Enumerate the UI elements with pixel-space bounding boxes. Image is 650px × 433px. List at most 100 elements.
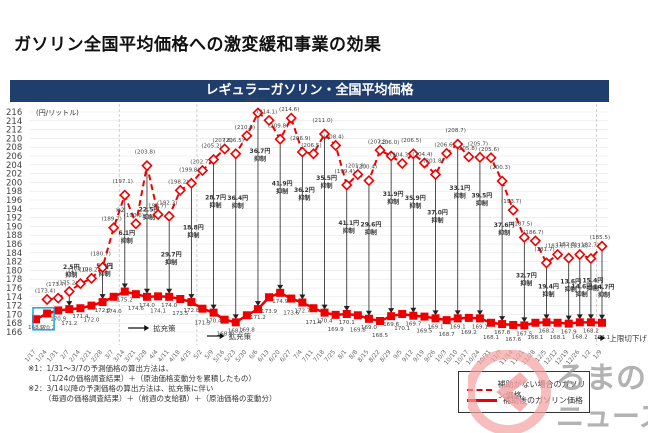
arrow-head-icon xyxy=(99,294,106,300)
y-tick-label: 182 xyxy=(6,258,22,268)
with-subsidy-value-label: 168.2 xyxy=(539,328,555,334)
no-subsidy-value-label: (205.7) xyxy=(468,141,488,147)
no-subsidy-value-label: (197.1) xyxy=(113,179,133,185)
x-tick-label: 3/21 xyxy=(123,349,137,364)
no-subsidy-marker xyxy=(85,272,98,284)
y-tick-label: 166 xyxy=(6,328,22,338)
with-subsidy-value-label: 168.2 xyxy=(583,328,599,334)
note-line-2: （1/24の価格調査結果）＋（原油価格変動分を累積したもの） xyxy=(44,374,256,383)
with-subsidy-marker xyxy=(187,298,196,307)
arrow-head-icon xyxy=(232,314,239,320)
x-tick-label: 3/14 xyxy=(112,349,126,364)
no-subsidy-value-label: (199.4) xyxy=(335,169,355,175)
suppression-amount-label: 37.0円 xyxy=(427,209,448,216)
no-subsidy-marker xyxy=(407,148,419,160)
x-tick-label: 7/18 xyxy=(312,349,326,364)
no-subsidy-value-label: (181.7) xyxy=(534,247,554,253)
no-subsidy-value-label: (206.9) xyxy=(290,136,310,142)
with-subsidy-marker xyxy=(498,320,507,329)
no-subsidy-marker xyxy=(108,222,120,234)
no-subsidy-value-label: (201.8) xyxy=(423,158,443,164)
arrow-head-icon xyxy=(143,288,150,294)
with-subsidy-value-label: 167.5 xyxy=(516,331,532,337)
arrow-head-icon xyxy=(343,305,350,311)
no-subsidy-marker xyxy=(474,151,486,163)
suppression-suffix-label: 抑制 xyxy=(576,290,588,298)
suppression-suffix-label: 抑制 xyxy=(143,214,155,222)
arrow-head-icon xyxy=(365,310,372,316)
with-subsidy-marker xyxy=(475,314,484,323)
no-subsidy-value-label: (190.6) xyxy=(124,213,144,219)
note1-marker: ※1 xyxy=(105,264,114,271)
no-subsidy-value-label: (182.7) xyxy=(579,243,599,249)
suppression-amount-label: 6.1円 xyxy=(118,230,135,237)
suppression-amount-label: 33.1円 xyxy=(449,185,470,192)
y-tick-label: 174 xyxy=(6,293,22,303)
y-tick-label: 176 xyxy=(6,284,22,294)
x-tick-label: 4/18 xyxy=(168,349,182,364)
with-subsidy-marker xyxy=(531,318,540,327)
suppression-amount-label: 35.9円 xyxy=(405,195,426,202)
x-tick-label: 9/5 xyxy=(392,349,404,361)
suppression-suffix-label: 抑制 xyxy=(232,202,244,210)
arrow-head-icon xyxy=(66,301,73,307)
no-subsidy-marker xyxy=(352,168,364,181)
solid-line-swatch xyxy=(467,399,497,402)
x-tick-label: 3/7 xyxy=(104,349,116,361)
with-subsidy-marker xyxy=(253,305,262,314)
x-tick-label: 9/19 xyxy=(412,349,426,364)
no-subsidy-value-label: (201.8) xyxy=(346,163,366,169)
page-title: ガソリン全国平均価格への激変緩和事業の効果 xyxy=(14,35,382,55)
suppression-suffix-label: 抑制 xyxy=(298,194,310,202)
no-subsidy-marker xyxy=(285,112,297,124)
with-subsidy-value-label: 169.7 xyxy=(405,322,421,328)
no-subsidy-marker xyxy=(418,157,431,169)
with-subsidy-marker xyxy=(331,310,340,319)
no-subsidy-value-label: (209.8) xyxy=(268,123,288,129)
arrow-head-icon xyxy=(210,304,217,310)
with-subsidy-value-label: 167.8 xyxy=(494,330,510,336)
no-subsidy-value-label: (173.4) xyxy=(35,288,55,294)
with-subsidy-marker xyxy=(65,305,74,314)
highlight-box xyxy=(32,307,55,331)
expansion-arrow-2-label: 拡充策 xyxy=(229,331,252,341)
x-tick-label: 3/28 xyxy=(134,349,148,364)
with-subsidy-marker xyxy=(265,293,274,302)
with-subsidy-line xyxy=(35,290,603,327)
suppression-amount-label: 29.7円 xyxy=(161,251,182,258)
no-subsidy-value-label: (186.7) xyxy=(523,230,543,236)
no-subsidy-marker xyxy=(485,152,497,164)
arrow-head-icon xyxy=(277,284,284,290)
y-tick-label: 170 xyxy=(6,310,22,320)
arrow-head-icon xyxy=(121,283,128,289)
y-tick-label: 204 xyxy=(6,161,22,171)
no-subsidy-value-label: (207.6) xyxy=(212,138,232,144)
note2-marker: ※2 xyxy=(116,207,125,214)
suppression-suffix-label: 抑制 xyxy=(387,198,399,206)
no-subsidy-marker xyxy=(241,130,253,142)
no-subsidy-marker xyxy=(318,128,331,140)
arrow-head-icon xyxy=(576,314,583,320)
y-tick-label: 184 xyxy=(6,249,22,259)
suppression-amount-label: 28.7円 xyxy=(205,195,226,202)
chart-banner: レギュラーガソリン・全国平均価格 xyxy=(10,80,609,102)
no-subsidy-value-label: (208.7) xyxy=(446,128,466,134)
no-subsidy-value-label: (180.7) xyxy=(90,251,110,257)
suppression-amount-label: 31.9円 xyxy=(383,191,404,198)
suppression-amount-label: 14.6円 xyxy=(571,283,592,290)
note-line-3: ※2：3/14以降の予測価格の算出方法は、拡充策に伴い xyxy=(28,384,214,393)
arrow-head-icon xyxy=(188,294,195,300)
with-subsidy-marker xyxy=(242,311,251,320)
suppression-amount-label: 2.5円 xyxy=(63,264,80,271)
no-subsidy-value-label: (187.5) xyxy=(512,221,532,227)
with-subsidy-marker xyxy=(276,288,285,297)
with-subsidy-marker xyxy=(553,318,562,327)
arrow-head-icon xyxy=(521,317,528,323)
suppression-suffix-label: 抑制 xyxy=(454,192,466,200)
with-subsidy-value-label: 174.1 xyxy=(150,308,166,314)
with-subsidy-marker xyxy=(342,309,351,318)
with-subsidy-marker xyxy=(420,312,429,321)
no-subsidy-marker xyxy=(563,252,575,264)
no-subsidy-marker xyxy=(341,179,353,191)
no-subsidy-value-label: (206.5) xyxy=(224,138,244,144)
